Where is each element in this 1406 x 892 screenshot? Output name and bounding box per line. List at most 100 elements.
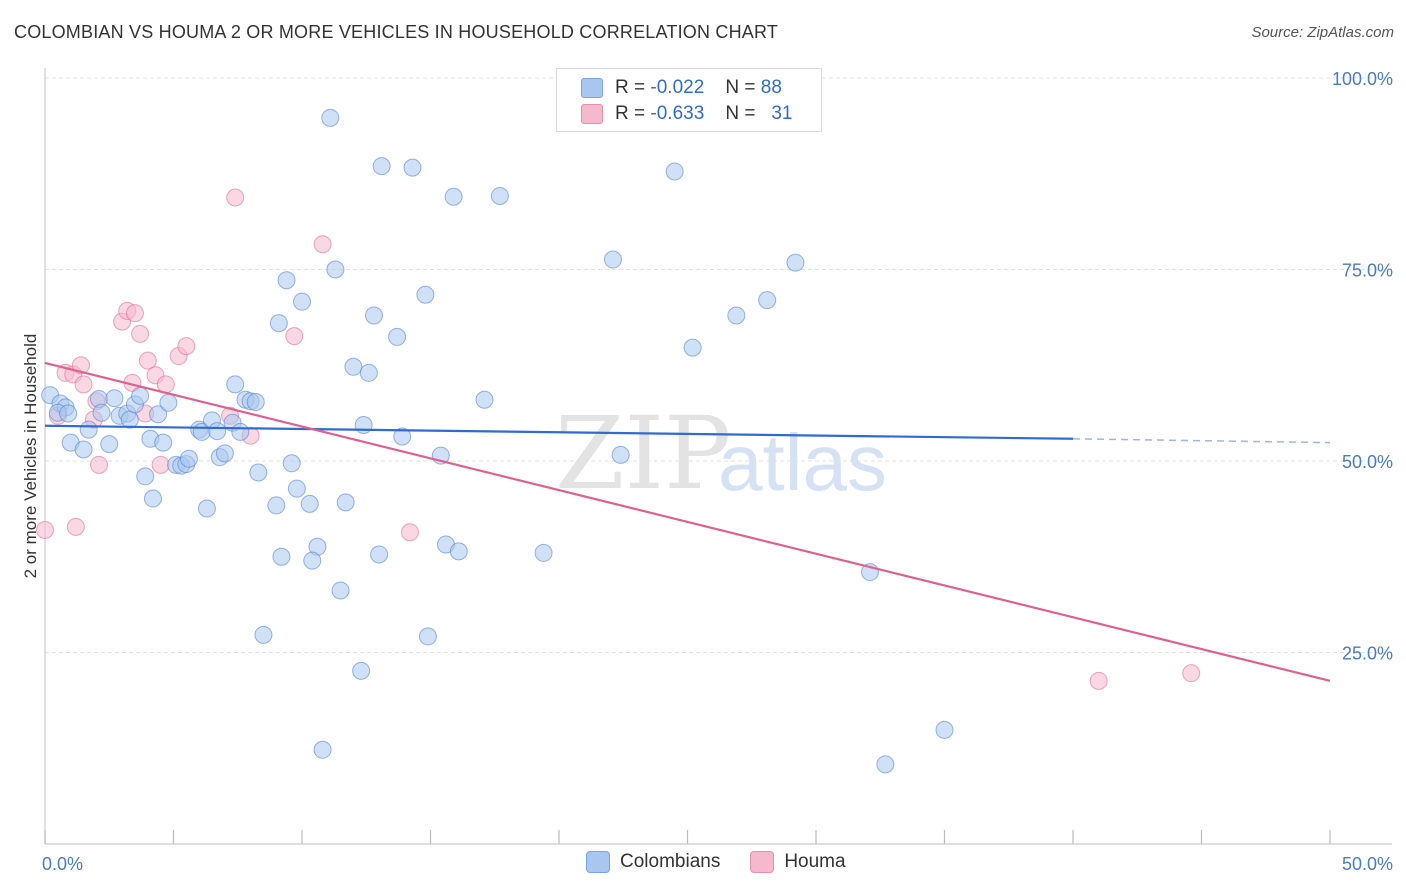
colombians-point (336, 493, 355, 512)
colombians-point (683, 338, 702, 357)
colombians-trend-extension (1072, 438, 1331, 444)
houma-point (66, 517, 85, 536)
watermark-zip: ZIP (555, 395, 731, 512)
legend-r-label: R = (615, 77, 646, 98)
colombians-point (136, 467, 155, 486)
colombians-point (277, 271, 296, 290)
colombians-point (254, 625, 273, 644)
y-tick-label: 75.0% (1342, 261, 1393, 281)
colombians-point (403, 158, 422, 177)
colombians-point (197, 499, 216, 518)
legend-r-value: -0.633 (650, 103, 705, 124)
houma-point (285, 327, 304, 346)
colombians-point (326, 260, 345, 279)
houma-point (313, 235, 332, 254)
colombians-point (603, 250, 622, 269)
trend-lines (44, 361, 1331, 682)
colombians-point (79, 420, 98, 439)
axes (44, 68, 1392, 845)
colombians-point (92, 403, 111, 422)
colombians-point (611, 445, 630, 464)
colombians-point (120, 410, 139, 429)
legend-n-label: N = (725, 103, 756, 124)
legend-r-label: R = (615, 103, 646, 124)
colombians-point (208, 422, 227, 441)
colombians-point (534, 543, 553, 562)
colombians-point (159, 393, 178, 412)
legend-row-houma: R = -0.633 N = 31 (581, 102, 792, 126)
chart-title: COLOMBIAN VS HOUMA 2 OR MORE VEHICLES IN… (14, 22, 779, 42)
colombians-point (74, 440, 93, 459)
colombians-point (105, 389, 124, 408)
colombians-point (300, 494, 319, 513)
colombians-point (475, 390, 494, 409)
colombians-point (215, 444, 234, 463)
colombians-point (272, 547, 291, 566)
houma-point (74, 375, 93, 394)
colombians-point (727, 306, 746, 325)
y-tick-label: 100.0% (1332, 69, 1393, 89)
colombians-point (226, 375, 245, 394)
colombians-point (344, 357, 363, 376)
legend-label-colombians: Colombians (620, 851, 721, 872)
legend-n-value: 88 (760, 77, 782, 98)
colombians-point (293, 292, 311, 311)
colombians-point (352, 661, 371, 680)
colombians-point (359, 363, 378, 382)
colombians-point (246, 393, 265, 412)
houma-point (131, 324, 150, 343)
colombians-point (388, 327, 407, 346)
colombians-point (59, 404, 78, 423)
houma-point (151, 455, 170, 474)
colombians-point (393, 427, 412, 446)
colombians-point (331, 581, 350, 600)
colombians-point (758, 291, 777, 310)
legend-row-colombians: R = -0.022 N = 88 (581, 76, 782, 100)
colombians-point (786, 253, 805, 272)
colombians-point (444, 187, 463, 206)
colombians-trend-line (44, 424, 1074, 440)
colombians-point (249, 463, 268, 482)
legend-n-label: N = (725, 77, 756, 98)
source-label: Source: ZipAtlas.com (1251, 24, 1394, 41)
y-tick-label: 50.0% (1342, 452, 1393, 472)
houma-point (125, 304, 144, 323)
x-tick-label: 0.0% (42, 854, 83, 874)
colombians-point (416, 285, 435, 304)
colombians-point (303, 551, 322, 570)
y-tick-labels: 25.0% 50.0% 75.0% 100.0% (1332, 69, 1393, 664)
colombians-point (282, 454, 301, 473)
houma-point (400, 523, 419, 542)
colombians-point (131, 386, 150, 405)
grid-lines (45, 77, 1392, 653)
colombians-point (935, 720, 954, 739)
x-tick-label: 50.0% (1342, 854, 1393, 874)
colombians-point (231, 422, 250, 441)
colombians-point (418, 627, 437, 646)
stats-legend: R = -0.022 N = 88 R = -0.633 N = 31 (556, 68, 822, 132)
colombians-point (876, 755, 895, 774)
colombians-point (372, 157, 391, 176)
houma-point (71, 356, 90, 375)
houma-point (177, 337, 196, 356)
colombians-point (179, 449, 198, 468)
houma-point (1182, 664, 1201, 683)
x-tick-labels: 0.0% 50.0% (42, 854, 1393, 874)
legend-swatch-houma (750, 851, 775, 873)
legend-swatch-houma (581, 104, 603, 124)
houma-trend-line (44, 361, 1331, 682)
houma-point (138, 351, 157, 370)
x-axis-ticks (44, 830, 1331, 844)
houma-point (1089, 671, 1108, 690)
legend-r-value: -0.022 (650, 77, 705, 98)
series-legend: Colombians Houma (586, 851, 846, 873)
legend-n-value: 31 (771, 103, 793, 124)
colombians-point (269, 314, 288, 333)
colombians-point (313, 740, 332, 759)
y-axis-label: 2 or more Vehicles in Household (21, 334, 40, 579)
colombians-point (665, 162, 684, 181)
legend-label-houma: Houma (784, 851, 846, 872)
colombians-point (154, 433, 173, 452)
colombians-point (100, 435, 119, 454)
watermark-atlas: atlas (718, 418, 887, 507)
